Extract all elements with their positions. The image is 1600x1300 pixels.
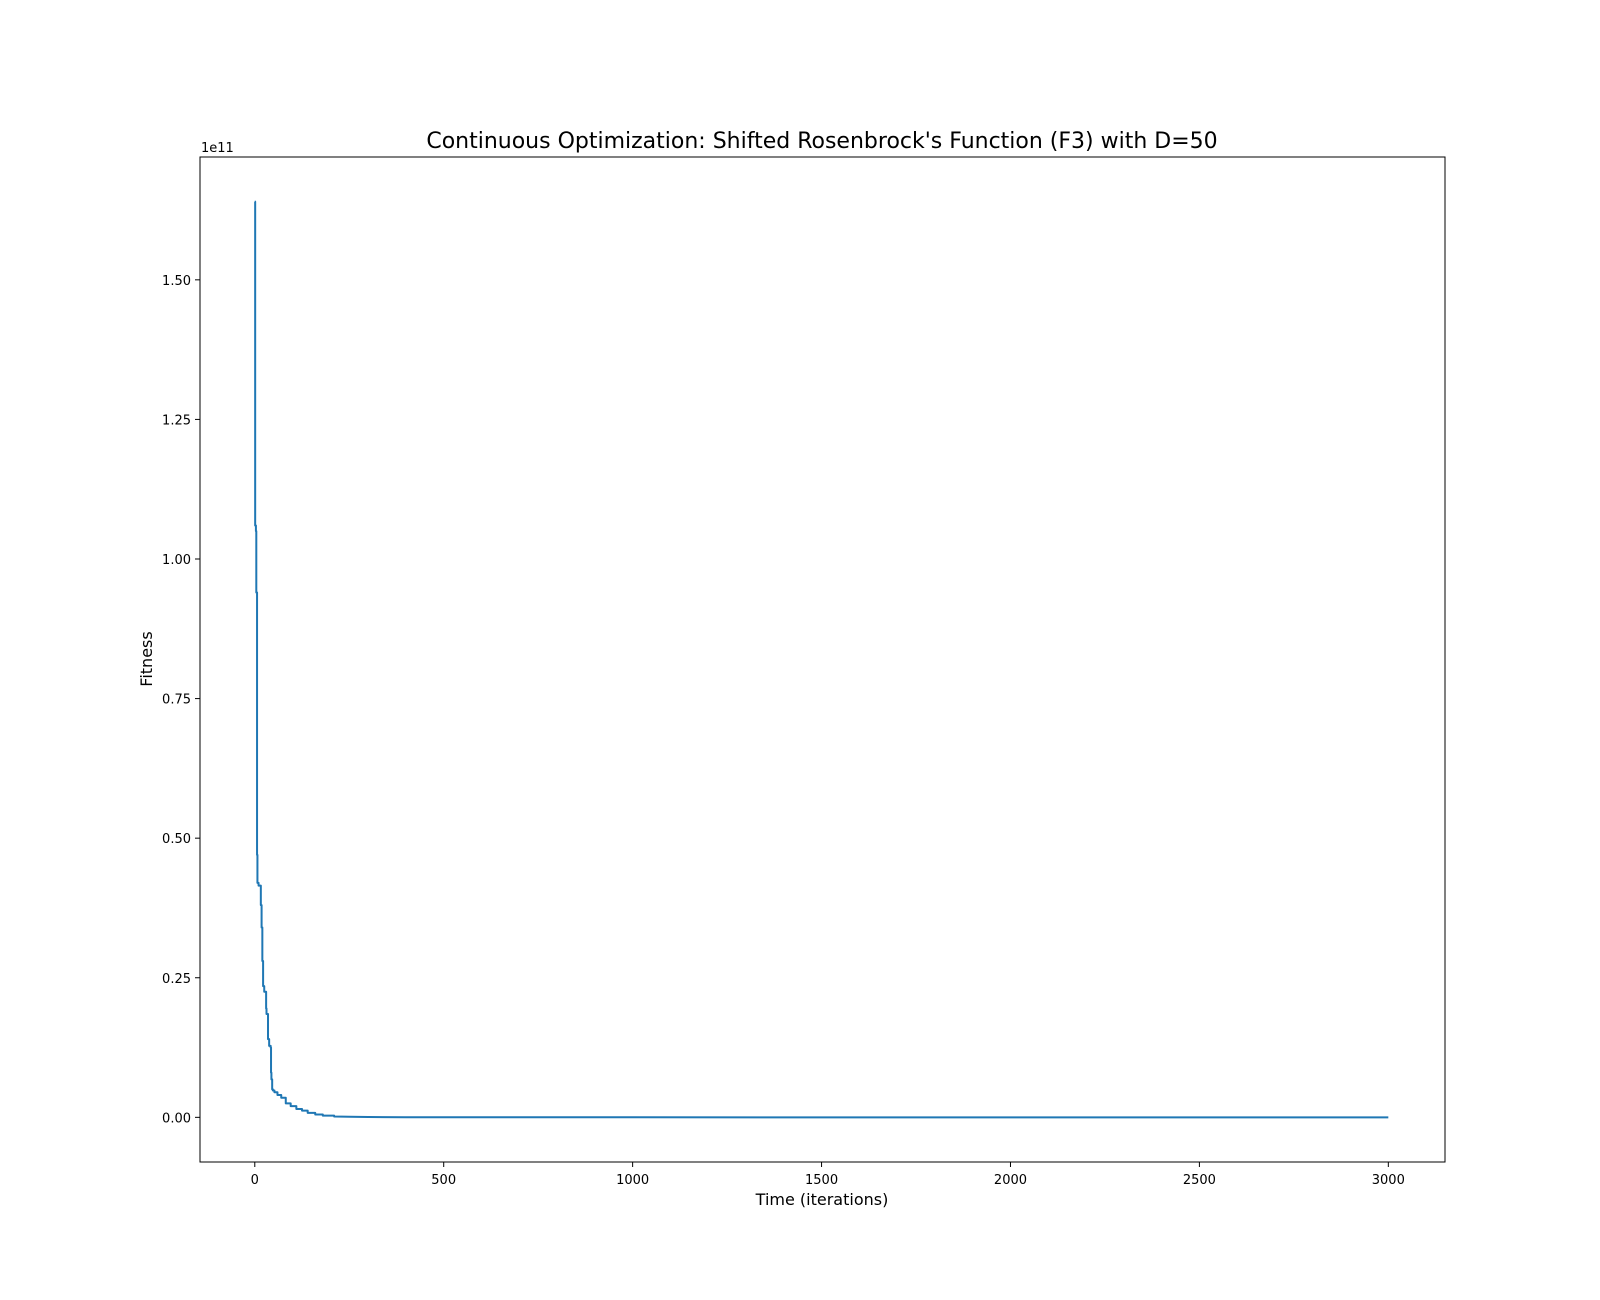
x-tick-label: 3000 (1372, 1173, 1405, 1188)
x-tick-label: 2500 (1183, 1173, 1216, 1188)
y-axis-offset-label: 1e11 (201, 141, 234, 156)
y-tick-label: 1.25 (162, 413, 191, 428)
y-tick-label: 0.00 (162, 1111, 191, 1126)
x-tick-label: 1000 (616, 1173, 649, 1188)
x-axis-label: Time (iterations) (755, 1190, 889, 1209)
x-tick-label: 2000 (994, 1173, 1027, 1188)
x-tick-label: 500 (431, 1173, 456, 1188)
y-tick-label: 0.50 (162, 832, 191, 847)
y-tick-label: 1.00 (162, 553, 191, 568)
x-axis: 0 500 1000 1500 2000 2500 3000 (251, 1162, 1405, 1188)
chart-title: Continuous Optimization: Shifted Rosenbr… (426, 129, 1217, 154)
y-tick-label: 1.50 (162, 274, 191, 289)
x-tick-label: 1500 (805, 1173, 838, 1188)
y-tick-label: 0.25 (162, 972, 191, 987)
fitness-series-line (254, 200, 1389, 1119)
plot-frame (199, 156, 1446, 1163)
y-tick-label: 0.75 (162, 693, 191, 708)
y-axis: 0.00 0.25 0.50 0.75 1.00 1.25 1.50 (162, 274, 200, 1126)
y-axis-label: Fitness (137, 631, 156, 686)
x-tick-label: 0 (251, 1173, 259, 1188)
